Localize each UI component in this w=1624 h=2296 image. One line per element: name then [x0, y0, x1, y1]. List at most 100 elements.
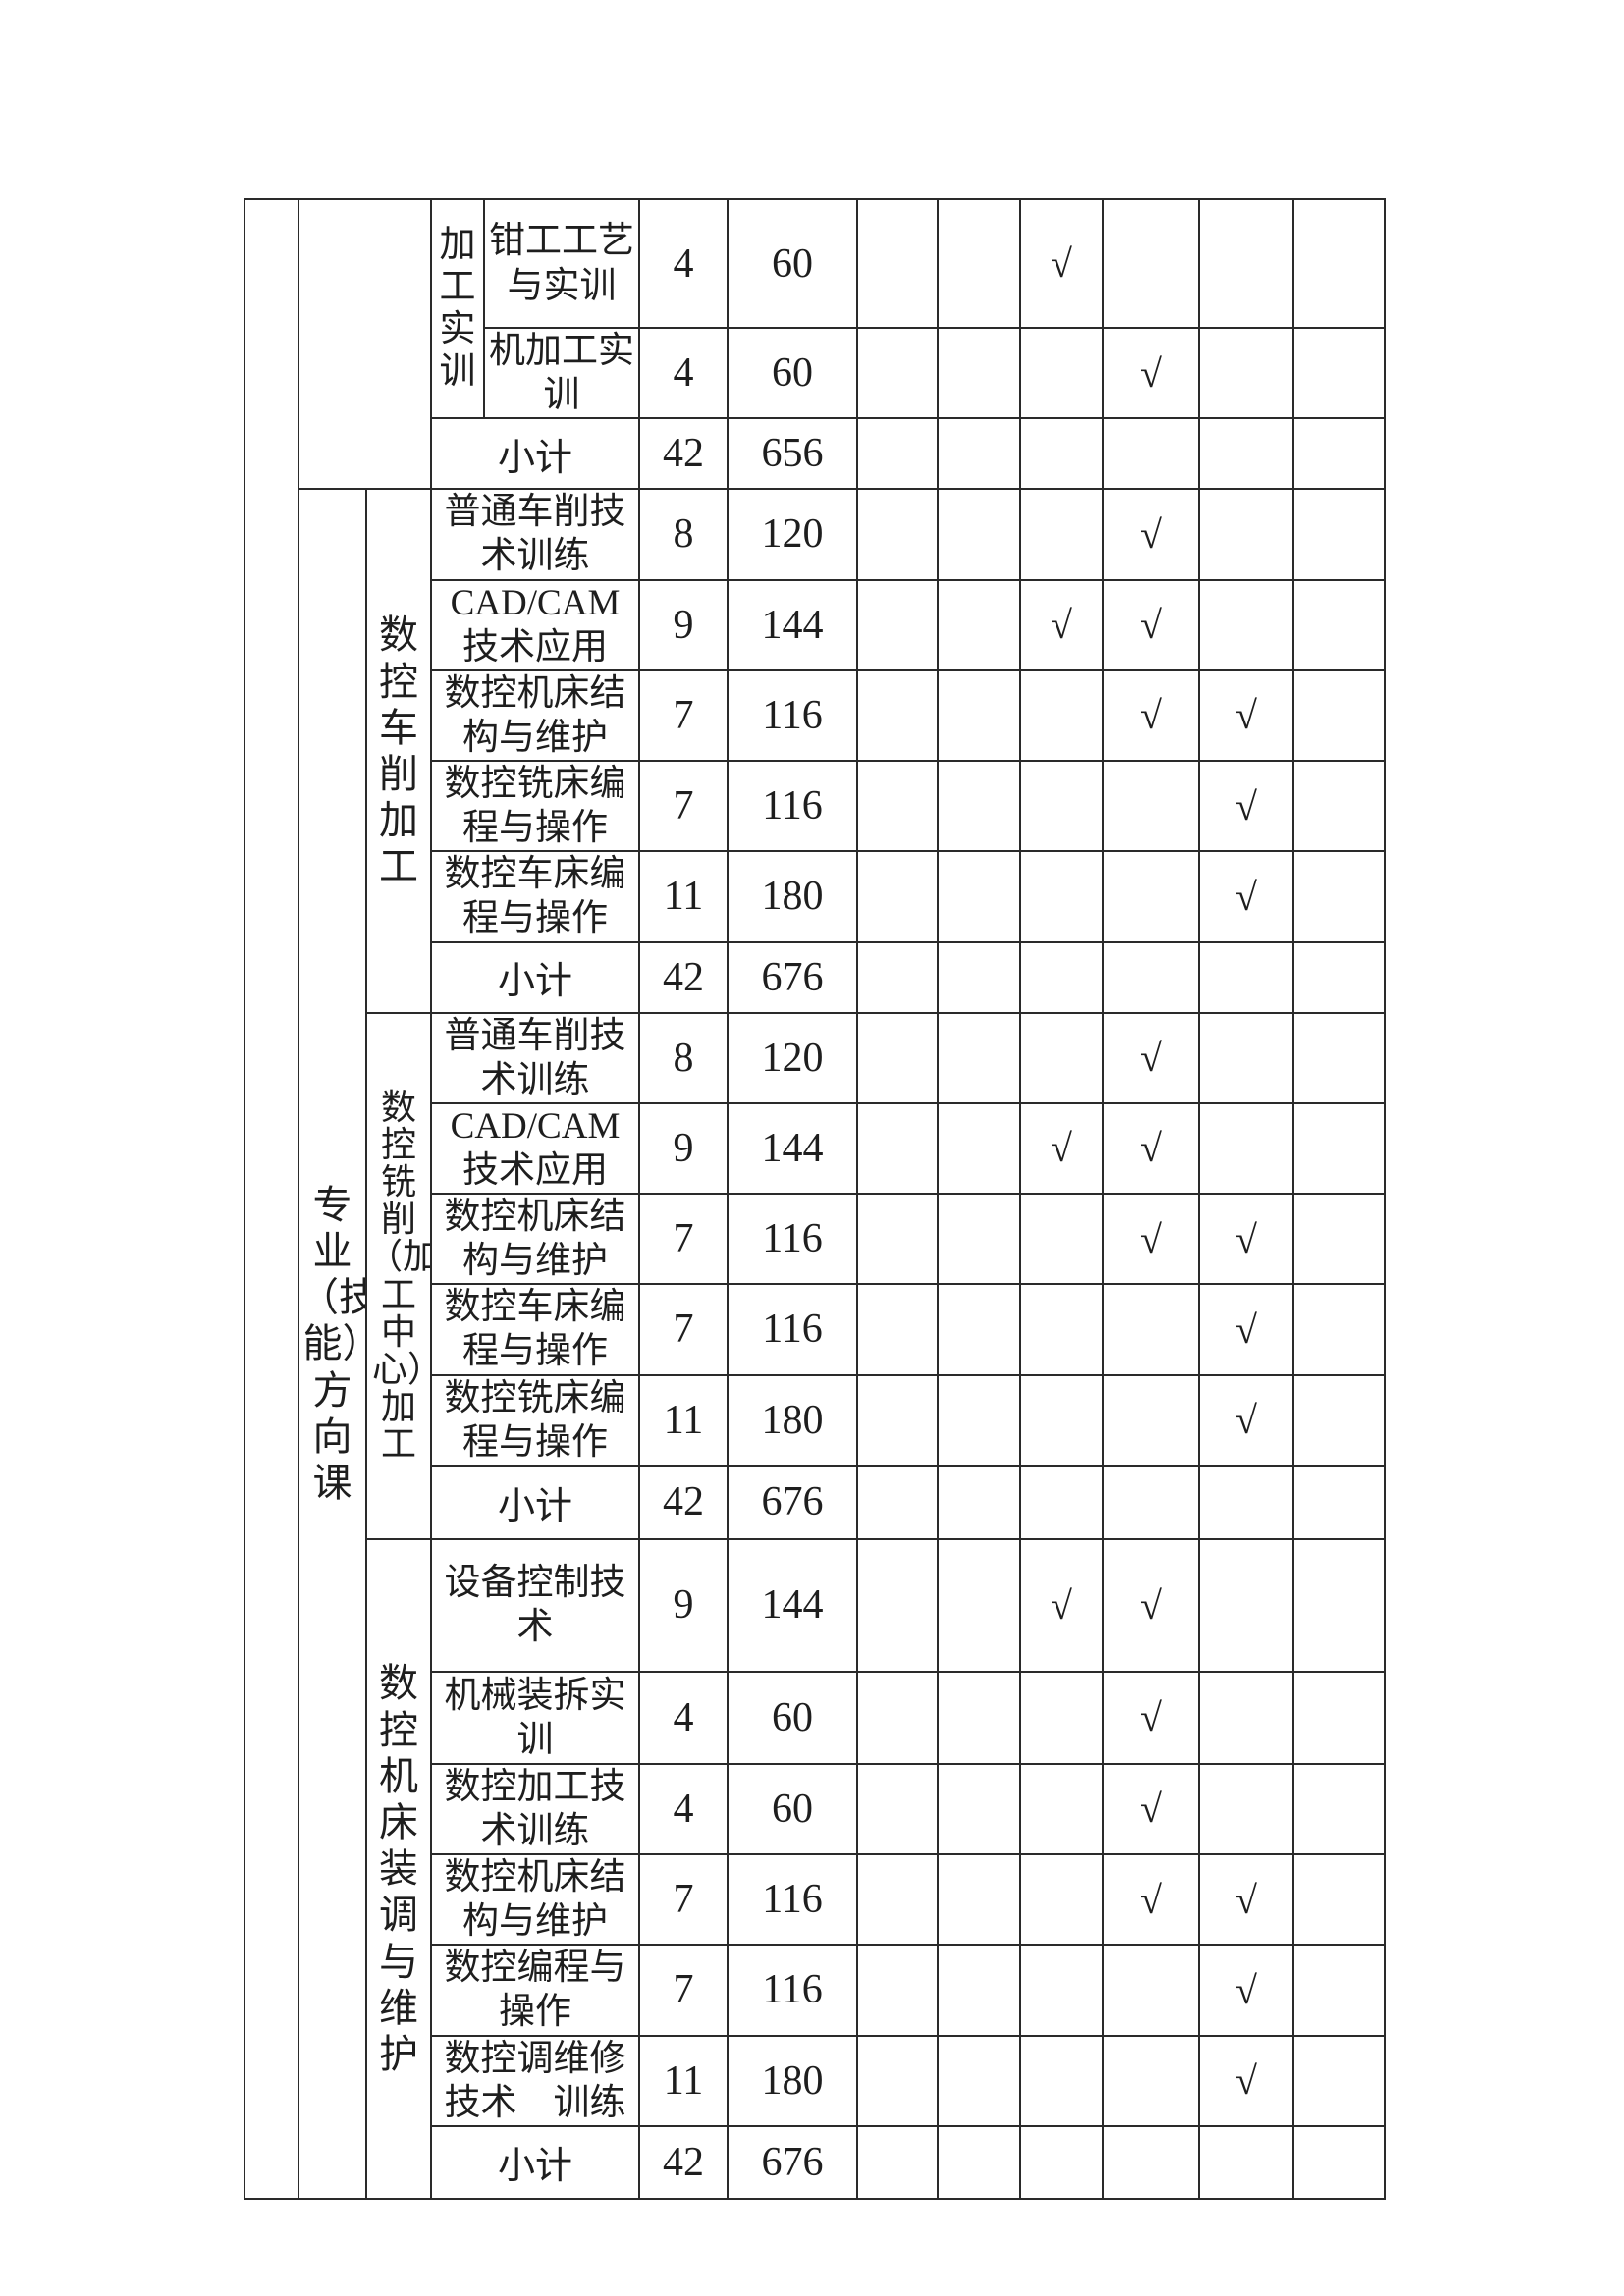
semester-check-cell	[1019, 1011, 1104, 1104]
table-row: 数控铣削（加工中心）加工 普通车削技术训练 8 120 √	[244, 1011, 1386, 1540]
semester-check-cell: √	[1102, 1670, 1200, 1765]
semester-check-cell	[1019, 668, 1104, 763]
semester-check-cell	[937, 326, 1021, 420]
credits-cell: 8	[638, 1011, 729, 1104]
table-row: 数控机床结构与维护 7 116 √ √	[244, 1852, 1386, 1947]
semester-check-cell	[856, 940, 939, 1014]
semester-check-cell: √	[1198, 759, 1294, 853]
semester-check-cell	[1292, 198, 1386, 329]
semester-check-cell	[1198, 578, 1294, 671]
credits-cell: 7	[638, 1283, 729, 1376]
subtotal-row: 小计 42 676	[244, 2124, 1386, 2200]
course-name-cell: 普通车削技术训练	[430, 488, 640, 581]
hours-cell: 116	[727, 1944, 858, 2037]
semester-check-cell	[1292, 1852, 1386, 1947]
semester-check-cell	[1019, 759, 1104, 853]
semester-check-cell	[1019, 2124, 1104, 2200]
semester-check-cell	[1292, 1762, 1386, 1856]
course-name-cell: 数控铣床编程与操作	[430, 1373, 640, 1467]
semester-check-cell	[1292, 1192, 1386, 1286]
credits-cell: 7	[638, 1852, 729, 1947]
course-name-cell: 钳工工艺与实训	[483, 198, 640, 329]
hours-cell: 60	[727, 1670, 858, 1765]
semester-check-cell	[1019, 1373, 1104, 1467]
table-row: 机加工实训 4 60 √	[244, 326, 1386, 420]
semester-check-cell	[1019, 488, 1104, 581]
subtotal-label: 小计	[430, 1464, 640, 1540]
semester-check-cell	[937, 488, 1021, 581]
table-row: 数控铣床编程与操作 7 116 √	[244, 759, 1386, 853]
table-row: CAD/CAM 技术应用 9 144 √ √	[244, 1101, 1386, 1196]
semester-check-cell	[856, 1011, 939, 1104]
hours-cell: 116	[727, 1283, 858, 1376]
semester-check-cell: √	[1198, 668, 1294, 763]
semester-check-cell	[937, 1101, 1021, 1196]
semester-check-cell	[1292, 1464, 1386, 1540]
semester-check-cell	[937, 1011, 1021, 1104]
semester-check-cell	[1198, 1670, 1294, 1765]
semester-check-cell: √	[1102, 1101, 1200, 1196]
semester-check-cell: √	[1019, 198, 1104, 329]
semester-check-cell	[856, 2124, 939, 2200]
semester-check-cell	[1292, 1011, 1386, 1104]
hours-cell: 116	[727, 1192, 858, 1286]
semester-check-cell	[937, 578, 1021, 671]
semester-check-cell	[1292, 1944, 1386, 2037]
credits-cell: 4	[638, 326, 729, 420]
semester-check-cell	[937, 940, 1021, 1014]
semester-check-cell	[1198, 1762, 1294, 1856]
semester-check-cell: √	[1102, 1537, 1200, 1673]
semester-check-cell	[1102, 1373, 1200, 1467]
semester-check-cell	[1198, 1464, 1294, 1540]
table-row: 专业（技能）方向课 数控车削加工 普通车削技术训练 8 120 √	[244, 488, 1386, 2200]
credits-cell: 9	[638, 578, 729, 671]
course-name-cell: 数控车床编程与操作	[430, 1283, 640, 1376]
semester-check-cell	[856, 850, 939, 943]
semester-check-cell	[1019, 1283, 1104, 1376]
hours-cell: 144	[727, 1101, 858, 1196]
semester-check-cell	[1102, 2124, 1200, 2200]
credits-cell: 11	[638, 2034, 729, 2127]
semester-check-cell	[856, 1670, 939, 1765]
semester-check-cell	[1198, 198, 1294, 329]
credits-cell: 9	[638, 1101, 729, 1196]
semester-check-cell: √	[1019, 578, 1104, 671]
semester-check-cell	[1102, 850, 1200, 943]
table-row: 加工实训 钳工工艺与实训 4 60 √	[244, 197, 1386, 2200]
semester-check-cell	[937, 1762, 1021, 1856]
semester-check-cell	[937, 1373, 1021, 1467]
semester-check-cell	[937, 1192, 1021, 1286]
hours-cell: 60	[727, 1762, 858, 1856]
subtotal-label: 小计	[430, 417, 640, 491]
semester-check-cell: √	[1102, 1011, 1200, 1104]
hours-cell: 180	[727, 850, 858, 943]
course-name-cell: 数控编程与操作	[430, 1944, 640, 2037]
semester-check-cell	[1292, 2124, 1386, 2200]
semester-check-cell	[1292, 940, 1386, 1014]
semester-check-cell: √	[1198, 1944, 1294, 2037]
semester-check-cell	[856, 488, 939, 581]
semester-check-cell	[1198, 1011, 1294, 1104]
semester-check-cell	[856, 1101, 939, 1196]
semester-check-cell	[1019, 1464, 1104, 1540]
semester-check-cell	[1198, 326, 1294, 420]
course-name-cell: 普通车削技术训练	[430, 1011, 640, 1104]
hours-cell: 116	[727, 759, 858, 853]
hours-cell: 116	[727, 1852, 858, 1947]
subtotal-label: 小计	[430, 2124, 640, 2200]
hours-cell: 60	[727, 198, 858, 329]
table-row: 数控车床编程与操作 11 180 √	[244, 850, 1386, 943]
semester-check-cell: √	[1198, 1852, 1294, 1947]
semester-check-cell	[1102, 2034, 1200, 2127]
semester-check-cell	[1019, 850, 1104, 943]
semester-check-cell	[856, 1944, 939, 2037]
semester-check-cell	[856, 1762, 939, 1856]
subtotal-hours: 676	[727, 940, 858, 1014]
semester-check-cell: √	[1198, 1192, 1294, 1286]
semester-check-cell	[1292, 1537, 1386, 1673]
course-name-cell: 数控铣床编程与操作	[430, 759, 640, 853]
left-margin-cell	[244, 198, 299, 2200]
subtotal-hours: 676	[727, 2124, 858, 2200]
table-row: 数控机床结构与维护 7 116 √ √	[244, 668, 1386, 763]
section-label-cnc-turning: 数控车削加工	[365, 488, 432, 1014]
